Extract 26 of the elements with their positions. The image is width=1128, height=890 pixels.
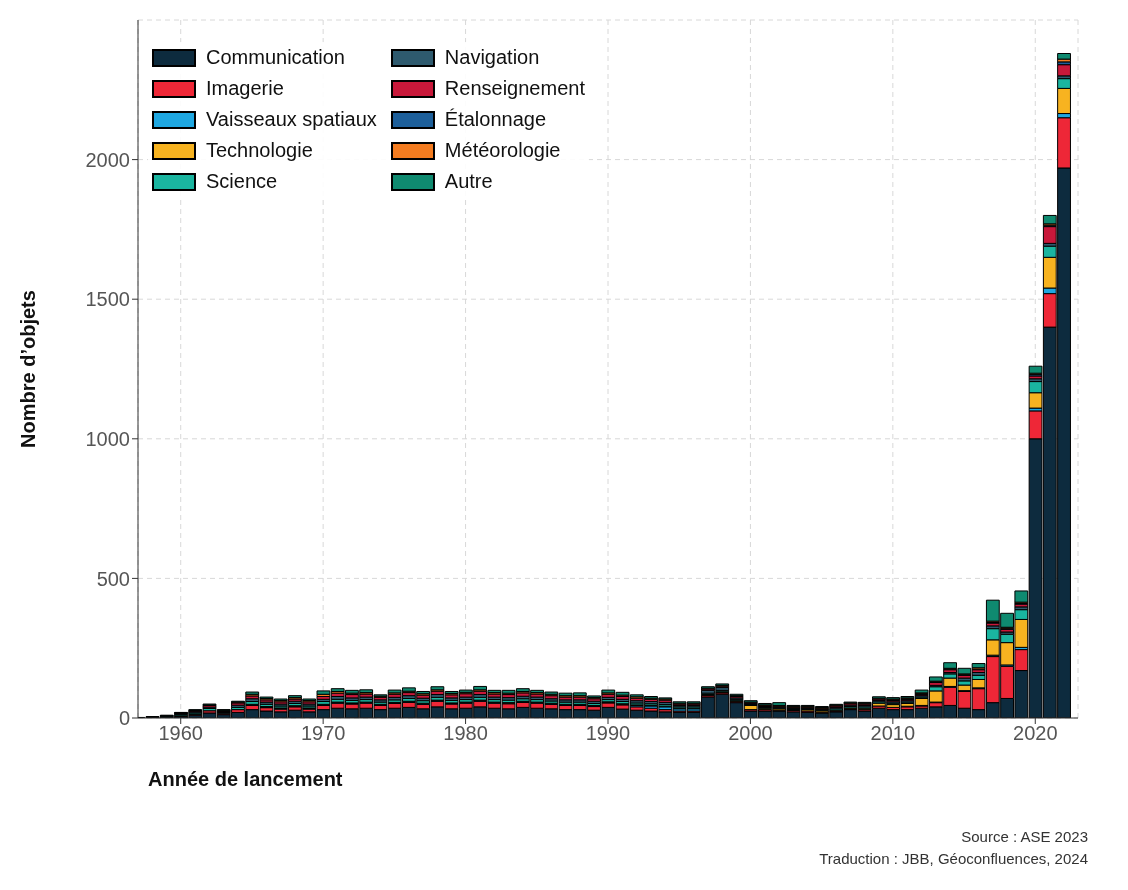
x-tick-label: 1960 <box>158 722 203 745</box>
text: Traduction : JBB, Géoconfluences, 2024 <box>819 849 1088 869</box>
y-tick-label: 2000 <box>85 148 130 171</box>
y-tick-label: 500 <box>96 567 130 590</box>
legend-label: Communication <box>206 46 345 69</box>
legend-label: Étalonnage <box>444 108 547 131</box>
x-tick-label: 1990 <box>585 722 631 745</box>
legend-label: Vaisseaux spatiaux <box>206 108 377 131</box>
x-tick-label: 2010 <box>870 722 916 745</box>
x-axis-title: Année de lancement <box>148 768 343 790</box>
y-tick-label: 0 <box>118 707 130 730</box>
legend-label: Renseignement <box>444 77 585 100</box>
legend-label: Imagerie <box>206 77 284 100</box>
legend-label: Science <box>206 170 278 193</box>
y-tick-label: 1500 <box>85 288 130 311</box>
x-tick-label: 2000 <box>728 722 773 745</box>
y-tick-label: 1000 <box>85 427 130 450</box>
legend-label: Navigation <box>444 46 540 69</box>
x-tick-label: 2020 <box>1013 722 1058 745</box>
source-note: Source : ASE 2023 <box>960 827 1088 847</box>
legend-label: Autre <box>444 170 493 193</box>
legend-label: Technologie <box>206 139 313 162</box>
y-axis-title: Nombre d’objets <box>17 290 40 448</box>
x-tick-label: 1970 <box>300 722 346 745</box>
x-tick-label: 1980 <box>443 722 488 745</box>
legend-label: Météorologie <box>444 139 561 162</box>
